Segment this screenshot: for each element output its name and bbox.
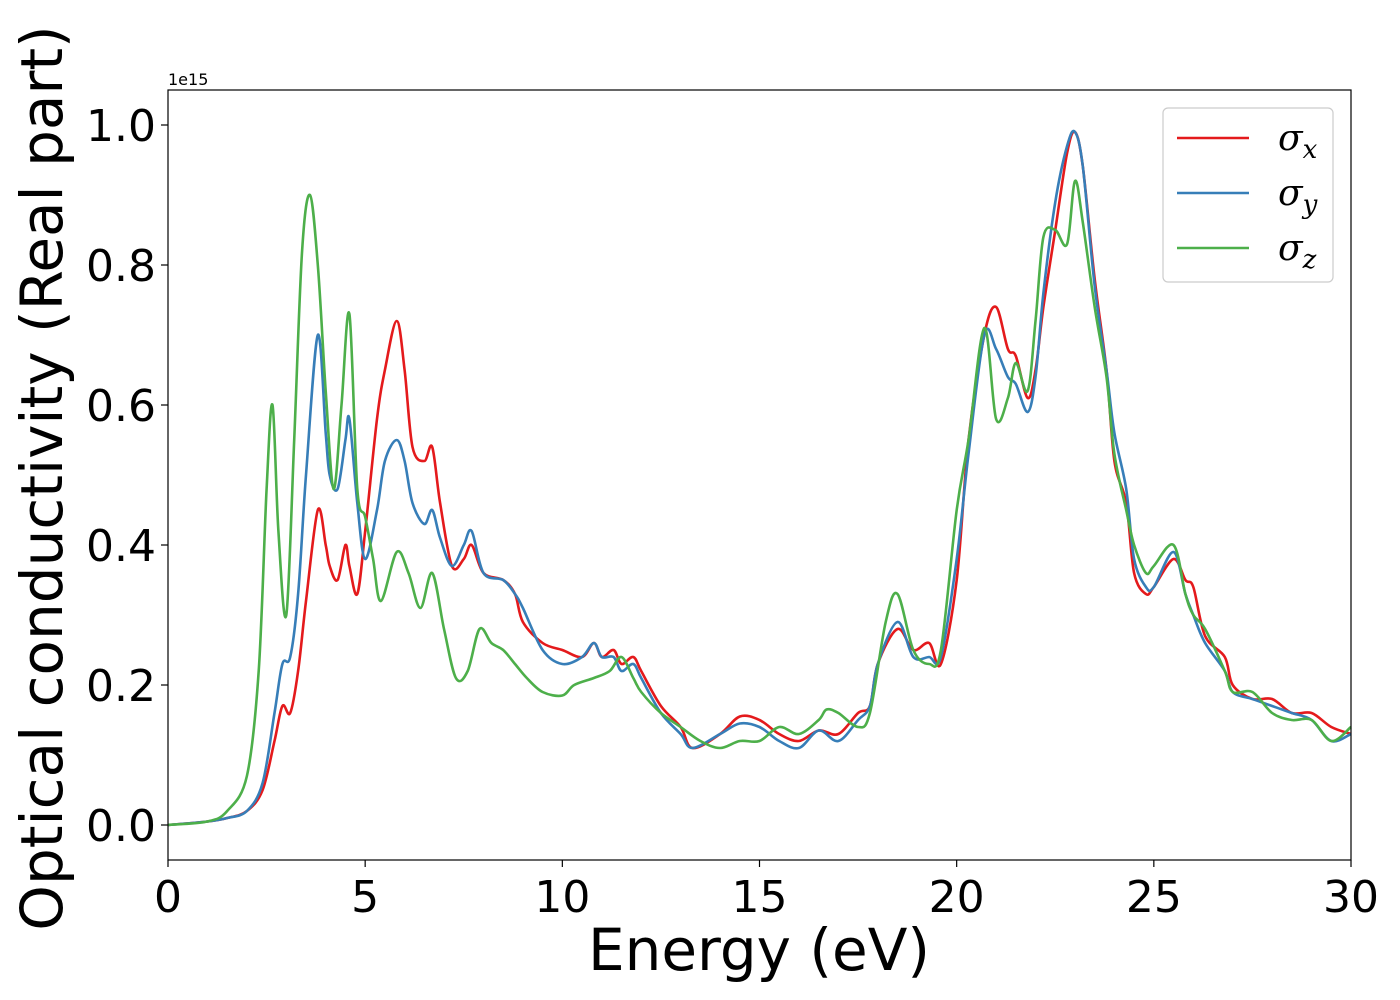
x-tick-label: 0 <box>154 872 182 923</box>
y-axis-ticks: 0.0 0.2 0.4 0.6 0.8 1.0 <box>86 101 168 852</box>
y-tick-label: 0.0 <box>86 801 156 852</box>
x-tick-label: 20 <box>929 872 985 923</box>
legend-label-y: σy <box>1278 173 1318 220</box>
y-tick-label: 0.2 <box>86 661 156 712</box>
x-axis-label: Energy (eV) <box>588 916 930 984</box>
legend: σx σy σz <box>1162 107 1334 283</box>
series-line-z <box>167 179 1352 827</box>
y-axis-label: Optical conductivity (Real part) <box>8 25 76 930</box>
series-layer <box>167 129 1352 827</box>
legend-label-z: σz <box>1278 228 1317 275</box>
legend-box <box>1162 107 1334 283</box>
x-tick-label: 5 <box>351 872 379 923</box>
plot-background <box>168 90 1351 860</box>
y-tick-label: 0.6 <box>86 381 156 432</box>
x-tick-label: 15 <box>732 872 788 923</box>
y-tick-label: 0.8 <box>86 241 156 292</box>
x-tick-label: 25 <box>1126 872 1182 923</box>
x-axis-ticks: 0 5 10 15 20 25 30 <box>154 860 1379 923</box>
legend-label-x: σx <box>1278 118 1318 165</box>
series-line-y <box>167 129 1352 827</box>
y-tick-label: 1.0 <box>86 101 156 152</box>
y-tick-label: 0.4 <box>86 521 156 572</box>
y-offset-label: 1e15 <box>168 70 208 89</box>
x-tick-label: 30 <box>1323 872 1379 923</box>
x-tick-label: 10 <box>534 872 590 923</box>
